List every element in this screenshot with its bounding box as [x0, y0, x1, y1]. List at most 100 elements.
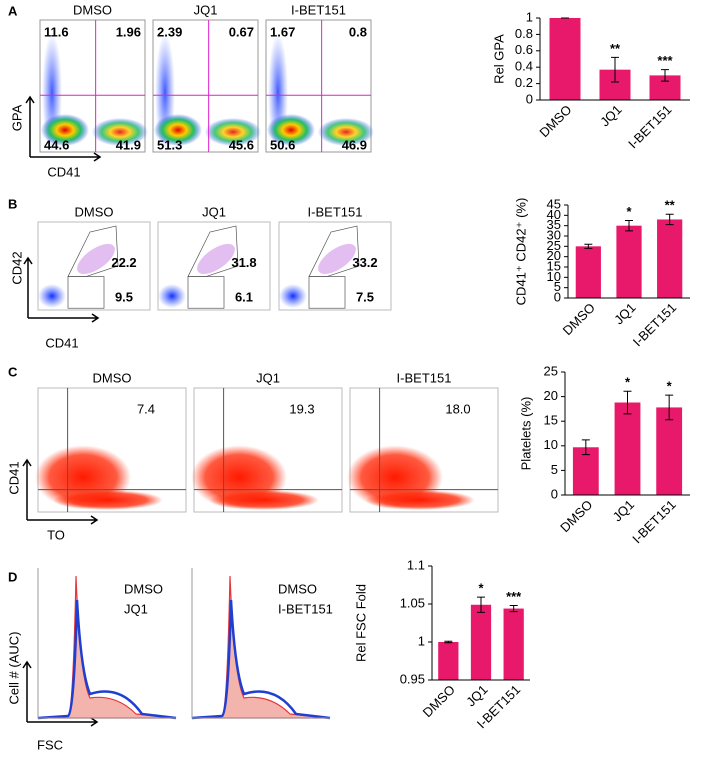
x-tick-label: JQ1 — [610, 497, 637, 524]
significance: * — [478, 581, 484, 596]
gate-value: 9.5 — [115, 289, 133, 304]
histogram — [191, 575, 331, 719]
quadrant-value: 0.67 — [229, 24, 254, 39]
quadrant-value: 50.6 — [270, 137, 295, 152]
y-tick-label: 0 — [551, 486, 558, 501]
y-tick-label: 45 — [547, 196, 561, 211]
gate-value: 31.8 — [231, 255, 256, 270]
y-tick-label: 5 — [551, 462, 558, 477]
y-tick-label: 0.2 — [515, 75, 533, 90]
gate — [187, 276, 225, 309]
error-bar — [665, 394, 674, 421]
cell-cloud — [158, 284, 186, 308]
axis-label: CD41 — [6, 461, 21, 494]
x-tick-label: DMSO — [420, 682, 458, 720]
x-tick-label: JQ1 — [611, 300, 638, 327]
panel-letter: D — [8, 569, 17, 584]
panel-letter: A — [8, 3, 18, 18]
y-tick-label: 1 — [526, 9, 533, 24]
x-tick-label: JQ1 — [463, 682, 490, 709]
legend-entry: JQ1 — [124, 601, 148, 616]
error-bar — [623, 390, 632, 415]
error-bar — [584, 243, 593, 249]
quadrant-value: 18.0 — [445, 401, 470, 416]
x-tick-label: I-BET151 — [629, 497, 678, 546]
x-tick-label: DMSO — [557, 497, 595, 535]
cell-cloud — [209, 490, 319, 510]
y-tick-label: 1 — [418, 633, 425, 648]
y-axis-label: Rel GPA — [491, 34, 506, 84]
axis-label: GPA — [9, 104, 24, 131]
error-bar — [444, 640, 453, 644]
bar — [657, 219, 683, 298]
axis-line — [564, 372, 690, 496]
y-tick-label: 30 — [547, 227, 561, 242]
cell-cloud — [197, 243, 235, 275]
cell-cloud — [318, 243, 356, 275]
axis-line — [567, 205, 690, 299]
axis-arrow — [22, 458, 99, 525]
plot-title: JQ1 — [202, 204, 226, 219]
significance: ** — [665, 198, 676, 213]
cell-cloud — [38, 284, 66, 308]
plot-title: DMSO — [93, 370, 132, 385]
axis-line — [431, 566, 530, 681]
error-bar — [661, 69, 669, 82]
bar — [503, 608, 524, 680]
cell-cloud — [279, 284, 307, 308]
y-axis-label: Platelets (%) — [518, 397, 533, 471]
y-tick-label: 0 — [526, 91, 533, 106]
y-tick-label: 5 — [554, 279, 561, 294]
quadrant-value: 51.3 — [157, 137, 182, 152]
y-tick-label: 15 — [544, 413, 558, 428]
y-tick-label: 0.8 — [515, 26, 533, 41]
quadrant-value: 1.96 — [116, 24, 141, 39]
axis-label: CD41 — [45, 335, 78, 350]
x-tick-label: DMSO — [560, 300, 598, 338]
quadrant-value: 46.9 — [342, 137, 367, 152]
plot-title: JQ1 — [194, 2, 218, 17]
gate-value: 7.5 — [356, 289, 374, 304]
axis-arrow — [22, 660, 99, 727]
x-tick-label: I-BET151 — [625, 102, 674, 151]
legend-entry: DMSO — [124, 581, 163, 596]
quadrant-value: 2.39 — [157, 24, 182, 39]
bar — [575, 246, 601, 298]
y-axis-label: Rel FSC Fold — [353, 584, 368, 662]
y-tick-label: 35 — [547, 217, 561, 232]
axis-label: Cell # (AUC) — [6, 632, 21, 705]
bar — [614, 402, 641, 495]
y-tick-label: 15 — [547, 258, 561, 273]
significance: * — [625, 375, 631, 390]
panel-letter: C — [8, 364, 18, 379]
y-axis-label: CD41⁺ CD42⁺ (%) — [513, 198, 528, 306]
bar — [438, 642, 459, 680]
cell-cloud — [41, 114, 89, 146]
axis-arrow — [25, 95, 102, 162]
quadrant-value: 45.6 — [229, 137, 254, 152]
quadrant-value: 0.8 — [349, 24, 367, 39]
y-tick-label: 20 — [544, 388, 558, 403]
histogram — [191, 599, 331, 720]
histogram — [37, 599, 177, 720]
gate — [67, 276, 105, 309]
axis-label: CD41 — [47, 164, 80, 179]
bar — [470, 604, 492, 680]
y-tick-label: 10 — [547, 269, 561, 284]
plot-title: DMSO — [75, 204, 114, 219]
cell-cloud — [318, 118, 374, 146]
cell-cloud — [205, 118, 261, 146]
error-bar — [625, 220, 633, 232]
gate-value: 22.2 — [111, 255, 136, 270]
y-tick-label: 1.05 — [400, 595, 425, 610]
significance: *** — [506, 589, 522, 604]
quadrant-value: 41.9 — [116, 137, 141, 152]
y-tick-label: 10 — [544, 437, 558, 452]
y-tick-label: 0 — [554, 289, 561, 304]
plot-axes — [37, 568, 176, 719]
histogram — [37, 575, 177, 719]
axis-arrow — [23, 256, 100, 323]
x-tick-label: I-BET151 — [630, 300, 679, 349]
bar — [549, 18, 581, 100]
